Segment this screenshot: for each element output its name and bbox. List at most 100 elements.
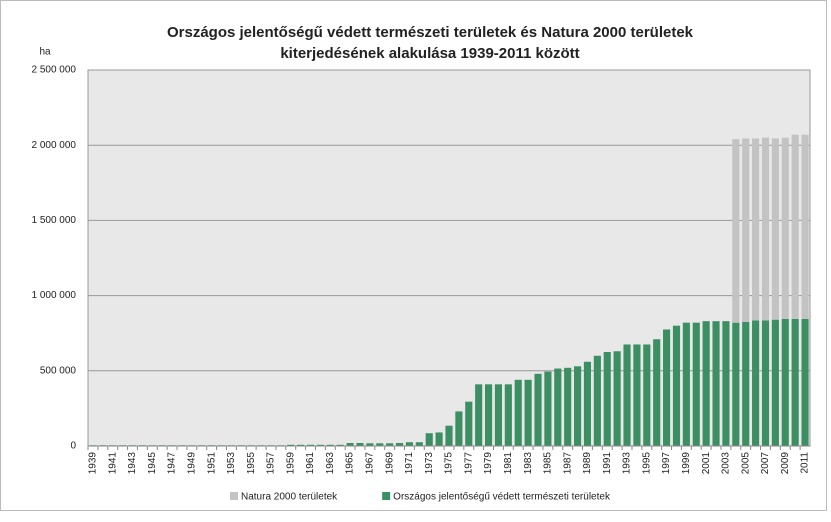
bar [663,329,671,446]
y-tick-label: 2 000 000 [32,140,77,151]
x-tick-label: 2011 [800,452,811,474]
bar [752,320,760,446]
bar [643,344,651,446]
x-tick-label: 1961 [305,452,316,475]
bar [623,344,631,446]
bar [405,442,413,446]
bar [445,425,453,446]
x-tick-label: 2009 [780,452,791,475]
bar [732,139,740,323]
x-tick-label: 1959 [285,452,296,475]
legend-swatch [382,492,391,500]
legend-swatch [230,492,238,500]
bar [564,367,572,446]
bar [306,444,315,446]
x-tick-label: 1941 [107,452,118,475]
bar [682,322,690,446]
bar [544,371,552,446]
x-tick-label: 1949 [186,452,197,475]
bar [386,443,394,446]
x-tick-label: 1957 [266,452,277,475]
bar [603,352,611,446]
x-tick-label: 1973 [424,452,435,475]
x-tick-label: 1953 [226,452,237,475]
bar [316,444,324,446]
bar [356,442,364,446]
y-tick-label: 1 500 000 [32,215,77,226]
x-tick-label: 1945 [147,452,158,475]
bar [791,318,799,446]
x-tick-label: 1991 [602,452,613,475]
bar [781,318,789,446]
x-tick-label: 1967 [365,452,376,475]
x-tick-label: 1969 [384,452,395,475]
bar [742,138,750,322]
bar [415,442,423,446]
x-tick-label: 1981 [503,452,514,475]
x-tick-label: 2007 [760,452,771,475]
x-tick-label: 1983 [523,452,534,475]
x-tick-label: 1987 [562,452,573,475]
bar [465,401,473,446]
x-tick-label: 1977 [463,452,474,475]
bar [653,339,661,446]
bar [494,384,503,446]
bar [801,134,809,319]
bar [554,368,562,446]
bar [326,444,334,446]
bar [376,443,384,446]
x-tick-label: 1997 [661,452,672,475]
bar [574,366,582,446]
x-tick-label: 1985 [543,452,554,475]
y-axis-label: ha [39,47,51,58]
bar [346,442,354,446]
plot-area [87,69,811,447]
bar [336,444,344,446]
bar [435,432,443,446]
bar [702,321,710,446]
bar [593,355,601,446]
bar [761,137,770,321]
bar [504,384,512,446]
y-tick-label: 500 000 [40,365,77,376]
bar [475,384,483,446]
bar [692,322,700,446]
x-tick-label: 2001 [701,452,712,475]
x-tick-label: 1939 [88,452,99,475]
y-tick-label: 0 [70,441,76,452]
bar [742,321,750,446]
x-tick-label: 1947 [167,452,178,475]
y-tick-label: 1 000 000 [32,290,77,301]
bar [732,322,740,446]
x-tick-label: 2005 [740,452,751,475]
x-tick-label: 1993 [622,452,633,475]
chart-title: kiterjedésének alakulása 1939-2011 közöt… [280,45,579,62]
x-tick-label: 1995 [641,452,652,475]
bar [514,379,522,446]
bar [425,433,433,446]
bar [633,344,641,446]
x-tick-label: 1979 [483,452,494,475]
bar [771,138,779,320]
bar [534,373,542,446]
x-tick-label: 1975 [444,452,455,475]
bar [297,444,305,446]
x-tick-label: 1963 [325,452,336,475]
bar [672,325,681,446]
bar [287,444,295,446]
x-tick-label: 1999 [681,452,692,475]
legend-label: Natura 2000 területek [241,492,338,503]
bar [366,443,374,446]
bar [761,320,770,446]
bar [485,384,493,446]
bar [524,379,532,446]
bar [613,351,621,446]
bar [583,361,592,446]
bar [791,134,799,319]
bar [395,442,404,446]
x-tick-label: 1965 [345,452,356,475]
bar [801,318,809,446]
legend-label: Országos jelentőségű védett természeti t… [393,492,611,503]
bar [752,138,760,321]
